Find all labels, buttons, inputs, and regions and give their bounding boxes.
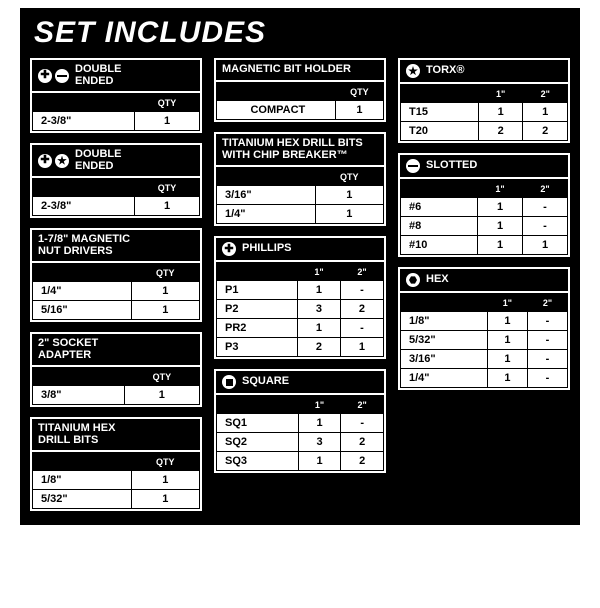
block-hex: HEX 1"2" 1/8"1- 5/32"1- 3/16"1- 1/4"1- <box>398 267 570 390</box>
table: QTY 2-3/8"1 <box>32 178 200 216</box>
slot-icon <box>406 159 420 173</box>
block-header: 1-7/8" MAGNETIC NUT DRIVERS <box>32 230 200 263</box>
header-text: TITANIUM HEX DRILL BITS <box>38 423 115 446</box>
slot-icon <box>55 69 69 83</box>
column-3: TORX® 1"2" T1511 T2022 SLOTTED 1"2" #61-… <box>398 58 570 511</box>
block-double-ended-torx: ✚ DOUBLE ENDED QTY 2-3/8"1 <box>30 143 202 218</box>
table: 1"2" #61- #81- #1011 <box>400 179 568 255</box>
block-header: TITANIUM HEX DRILL BITS <box>32 419 200 452</box>
block-header: TORX® <box>400 60 568 84</box>
phillips-icon: ✚ <box>222 242 236 256</box>
block-double-ended-phillips: ✚ DOUBLE ENDED QTY 2-3/8"1 <box>30 58 202 133</box>
block-torx: TORX® 1"2" T1511 T2022 <box>398 58 570 143</box>
table: 1"2" P11- P232 PR21- P321 <box>216 262 384 357</box>
table: QTY 3/16"1 1/4"1 <box>216 167 384 224</box>
header-text: SQUARE <box>242 376 289 388</box>
block-header: HEX <box>400 269 568 293</box>
header-text: 2" SOCKET ADAPTER <box>38 338 98 361</box>
phillips-icon: ✚ <box>38 154 52 168</box>
header-text: DOUBLE ENDED <box>75 149 121 172</box>
header-text: TITANIUM HEX DRILL BITS WITH CHIP BREAKE… <box>222 138 363 161</box>
block-header: TITANIUM HEX DRILL BITS WITH CHIP BREAKE… <box>216 134 384 167</box>
block-header: ✚ DOUBLE ENDED <box>32 60 200 93</box>
set-includes-panel: SET INCLUDES ✚ DOUBLE ENDED QTY 2-3/8"1 <box>20 8 580 525</box>
block-header: ✚ DOUBLE ENDED <box>32 145 200 178</box>
column-1: ✚ DOUBLE ENDED QTY 2-3/8"1 ✚ DOUBLE EN <box>30 58 202 511</box>
block-header: MAGNETIC BIT HOLDER <box>216 60 384 82</box>
block-square: SQUARE 1"2" SQ11- SQ232 SQ312 <box>214 369 386 473</box>
block-phillips: ✚ PHILLIPS 1"2" P11- P232 PR21- P321 <box>214 236 386 359</box>
table: QTY 2-3/8"1 <box>32 93 200 131</box>
block-header: ✚ PHILLIPS <box>216 238 384 262</box>
block-magnetic-bit-holder: MAGNETIC BIT HOLDER QTY COMPACT1 <box>214 58 386 122</box>
torx-icon <box>55 154 69 168</box>
header-text: PHILLIPS <box>242 243 292 255</box>
header-text: TORX® <box>426 65 464 77</box>
hex-icon <box>406 273 420 287</box>
table: QTY 1/8"1 5/32"1 <box>32 452 200 509</box>
table: QTY 1/4"1 5/16"1 <box>32 263 200 320</box>
block-socket-adapter: 2" SOCKET ADAPTER QTY 3/8"1 <box>30 332 202 407</box>
table: QTY COMPACT1 <box>216 82 384 120</box>
torx-icon <box>406 64 420 78</box>
block-titanium-hex-chip-breaker: TITANIUM HEX DRILL BITS WITH CHIP BREAKE… <box>214 132 386 226</box>
table: 1"2" SQ11- SQ232 SQ312 <box>216 395 384 471</box>
table: QTY 3/8"1 <box>32 367 200 405</box>
block-header: SLOTTED <box>400 155 568 179</box>
table: 1"2" 1/8"1- 5/32"1- 3/16"1- 1/4"1- <box>400 293 568 388</box>
header-text: 1-7/8" MAGNETIC NUT DRIVERS <box>38 234 130 257</box>
block-titanium-hex-bits: TITANIUM HEX DRILL BITS QTY 1/8"1 5/32"1 <box>30 417 202 511</box>
columns-layout: ✚ DOUBLE ENDED QTY 2-3/8"1 ✚ DOUBLE EN <box>30 58 570 511</box>
header-text: DOUBLE ENDED <box>75 64 121 87</box>
block-magnetic-nut-drivers: 1-7/8" MAGNETIC NUT DRIVERS QTY 1/4"1 5/… <box>30 228 202 322</box>
table: 1"2" T1511 T2022 <box>400 84 568 141</box>
column-2: MAGNETIC BIT HOLDER QTY COMPACT1 TITANIU… <box>214 58 386 511</box>
block-slotted: SLOTTED 1"2" #61- #81- #1011 <box>398 153 570 257</box>
phillips-icon: ✚ <box>38 69 52 83</box>
square-icon <box>222 375 236 389</box>
block-header: 2" SOCKET ADAPTER <box>32 334 200 367</box>
header-text: HEX <box>426 274 449 286</box>
header-text: SLOTTED <box>426 160 477 172</box>
block-header: SQUARE <box>216 371 384 395</box>
header-text: MAGNETIC BIT HOLDER <box>222 64 351 76</box>
panel-title: SET INCLUDES <box>30 14 570 58</box>
